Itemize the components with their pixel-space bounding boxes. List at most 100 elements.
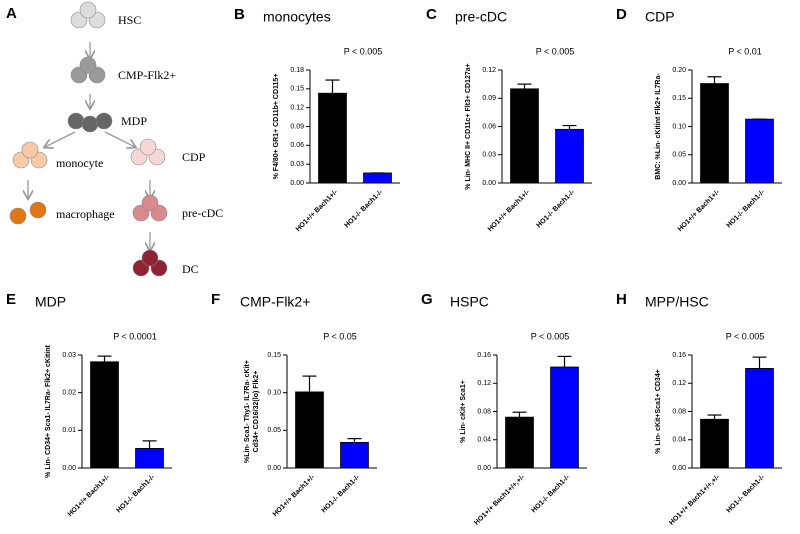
bar-panel: D CDP P < 0.01 BMC: %Lin- cKitint Flk2+ IL7…: [616, 6, 782, 233]
node-label: monocyte: [56, 156, 103, 170]
x-tick-label: HO1-/- Bach1-/-: [726, 188, 767, 229]
x-tick-label: HO1-/- Bach1-/-: [726, 473, 767, 514]
y-tick-label: 0.08: [477, 408, 491, 415]
y-tick-label: 0.09: [482, 95, 496, 102]
x-tick-label: HO1+/+ Bach1+/-: [677, 188, 722, 233]
bar: [550, 366, 579, 469]
cell: [95, 112, 113, 130]
panel-letter: H: [616, 291, 627, 308]
y-axis-label: Cd34+ CD16/32(lo) Flk2+: [253, 371, 260, 453]
y-tick-label: 0.16: [672, 352, 686, 359]
y-axis-label: % Lin- cKit+Sca1+ CD34+: [655, 369, 662, 454]
bar: [510, 88, 539, 184]
y-tick-label: 0.00: [672, 465, 686, 472]
y-axis-label: %Lin- Sca1- Thy1- IL7Ra- cKit+: [244, 360, 251, 463]
y-tick-label: 0.04: [477, 437, 491, 444]
y-tick-label: 0.08: [672, 408, 686, 415]
chart-title: CMP-Flk2+: [240, 294, 310, 310]
cell: [9, 207, 27, 225]
y-tick-label: 0.01: [62, 427, 76, 434]
panel-letter: D: [616, 6, 627, 23]
y-tick-label: 0.00: [62, 465, 76, 472]
y-tick-label: 0.00: [672, 180, 686, 187]
bar: [135, 448, 164, 469]
y-tick-label: 0.00: [290, 180, 304, 187]
chart-title: CDP: [645, 9, 675, 25]
y-axis-label: BMC: %Lin- cKitint Flk2+ IL7Ra-: [655, 73, 662, 180]
arrow: [45, 131, 76, 147]
arrows: [28, 42, 150, 250]
node-label: CDP: [182, 150, 206, 164]
node-label: CMP-Flk2+: [118, 68, 176, 82]
bar: [700, 418, 729, 469]
y-tick-label: 0.03: [290, 161, 304, 168]
cell: [79, 1, 97, 19]
y-tick-label: 0.15: [290, 86, 304, 93]
x-tick-label: HO1-/- Bach1-/-: [321, 473, 362, 514]
p-value: P < 0.005: [726, 331, 765, 341]
y-tick-label: 0.12: [477, 380, 491, 387]
bar-panel: G HSPC P < 0.005 % Lin- cKit+ Sca1+ 0.00 0.04…: [421, 291, 587, 527]
bar-panel: E MDP P < 0.0001 % Lin- CD34+ Sca1- IL7Ra- …: [6, 291, 172, 518]
y-tick-label: 0.00: [267, 465, 281, 472]
x-tick-label: HO1+/+ Bach1+/-: [67, 473, 112, 518]
x-tick-label: HO1+/+ Bach1+/-: [272, 473, 317, 518]
bar: [745, 368, 774, 469]
y-tick-label: 0.10: [672, 123, 686, 130]
panel-letter: E: [6, 291, 16, 308]
cell: [67, 112, 85, 130]
panel-letter: B: [234, 6, 245, 23]
cell: [141, 249, 159, 267]
x-tick-label: HO1-/- Bach1-/-: [536, 188, 577, 229]
y-tick-label: 0.12: [672, 380, 686, 387]
panel-letter: G: [421, 291, 433, 308]
x-tick-label: HO1-/- Bach1-/-: [531, 473, 572, 514]
bar: [700, 83, 729, 184]
y-tick-label: 0.09: [290, 123, 304, 130]
cell: [81, 115, 99, 133]
y-tick-label: 0.04: [672, 437, 686, 444]
node-label: macrophage: [56, 207, 115, 221]
bar: [505, 416, 534, 469]
panel-letter: A: [6, 5, 17, 22]
bar: [318, 92, 347, 184]
bar: [295, 391, 324, 469]
node-label: DC: [182, 262, 199, 276]
y-axis-label: % Lin- cKit+ Sca1+: [460, 380, 467, 443]
node-label: pre-cDC: [182, 206, 223, 220]
bar: [555, 128, 584, 184]
x-tick-label: HO1+/+ Bach1+/-: [487, 188, 532, 233]
cell: [21, 141, 39, 159]
y-tick-label: 0.12: [482, 67, 496, 74]
node-label: HSC: [118, 13, 141, 27]
y-tick-label: 0.02: [62, 390, 76, 397]
chart-title: pre-cDC: [455, 9, 507, 25]
p-value: P < 0.0001: [113, 331, 157, 341]
p-value: P < 0.005: [536, 46, 575, 56]
p-value: P < 0.01: [728, 46, 762, 56]
bar-panel: F CMP-Flk2+ P < 0.05 %Lin- Sca1- Thy1- IL7R…: [211, 291, 377, 518]
y-tick-label: 0.05: [267, 427, 281, 434]
y-tick-label: 0.20: [672, 67, 686, 74]
bar-panel: H MPP/HSC P < 0.005 % Lin- cKit+Sca1+ CD34+…: [616, 291, 782, 527]
y-tick-label: 0.16: [477, 352, 491, 359]
lineage-diagram: A HSC CMP-Flk2+ MDP monocyte CDP macroph…: [6, 1, 223, 277]
x-tick-label: HO1+/+ Bach1+/+,+/-: [668, 473, 721, 526]
p-value: P < 0.005: [344, 46, 383, 56]
y-tick-label: 0.12: [290, 105, 304, 112]
y-axis-label: % Lin- MHC II+ CD11c+ Flt3+ CD127a+: [465, 63, 472, 189]
y-tick-label: 0.06: [482, 123, 496, 130]
node-label: MDP: [121, 114, 147, 128]
cell: [139, 138, 157, 156]
bar: [363, 172, 392, 184]
panel-letter: F: [211, 291, 220, 308]
y-tick-label: 0.00: [477, 465, 491, 472]
x-tick-label: HO1-/- Bach1-/-: [344, 188, 385, 229]
chart-title: monocytes: [263, 9, 331, 25]
p-value: P < 0.005: [531, 331, 570, 341]
y-axis-label: % F4/80+ GR1+ CD11b+ CD115+: [273, 74, 280, 180]
y-tick-label: 0.10: [267, 390, 281, 397]
y-tick-label: 0.06: [290, 142, 304, 149]
